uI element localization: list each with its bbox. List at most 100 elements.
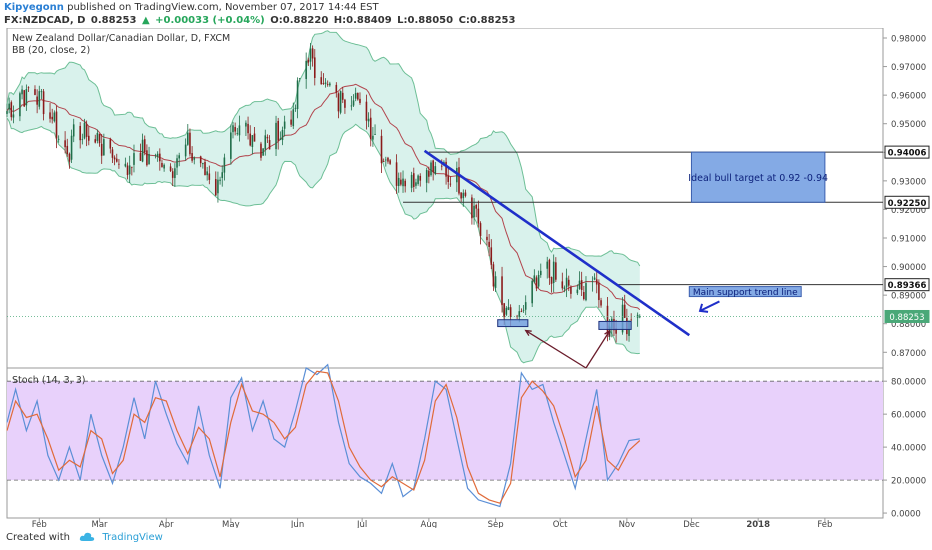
candle-body — [522, 309, 525, 311]
candle — [305, 52, 307, 89]
candle-body — [322, 83, 325, 84]
candle-body — [503, 303, 505, 317]
candle — [354, 87, 357, 102]
candle-body — [395, 162, 398, 186]
price-tick-label: 0.91000 — [891, 235, 926, 245]
candle — [294, 104, 297, 112]
candle-body — [223, 157, 226, 173]
candle-body — [357, 93, 359, 100]
candle-body — [113, 157, 116, 160]
time-tick-label: Sep — [488, 520, 504, 528]
candle-body — [232, 125, 234, 133]
candle-body — [10, 102, 13, 118]
candle — [372, 127, 374, 147]
candle — [66, 138, 69, 157]
candle-body — [72, 124, 75, 137]
candle — [109, 137, 112, 154]
double-bottom-box-2[interactable] — [598, 320, 632, 330]
candle-body — [208, 173, 211, 180]
candle — [428, 166, 430, 184]
candle-body — [174, 168, 176, 179]
candle-body — [561, 281, 564, 289]
bb-indicator-label: BB (20, close, 2) — [12, 45, 90, 56]
candle-body — [320, 77, 323, 85]
candle-body — [591, 281, 594, 283]
time-tick-label: Aug — [421, 520, 438, 528]
level-badge-094006: 0.94006 — [884, 145, 930, 159]
candle-body — [64, 140, 66, 148]
candle-body — [184, 144, 187, 157]
candle-body — [337, 93, 340, 112]
candle — [262, 148, 264, 156]
candle-body — [471, 197, 473, 219]
candle — [51, 108, 53, 124]
candle — [309, 43, 312, 70]
candle-body — [460, 192, 462, 199]
chart-area[interactable]: Ideal bull target at 0.92 -0.94 Main supp… — [0, 28, 932, 528]
candle — [202, 162, 204, 169]
candle — [178, 152, 180, 167]
trend-pointer-arrow — [699, 300, 720, 312]
candle-body — [501, 276, 503, 306]
pointer-arrowhead-1 — [524, 329, 532, 336]
candle-body — [70, 135, 73, 160]
candle-body — [8, 103, 10, 110]
candle-body — [380, 135, 383, 164]
candle — [417, 174, 419, 186]
bull-target-annotation[interactable]: Ideal bull target at 0.92 -0.94 — [688, 151, 828, 203]
candle-body — [447, 175, 450, 182]
candle — [266, 134, 269, 144]
candle-body — [260, 143, 262, 158]
support-label-text: Main support trend line — [693, 288, 798, 298]
candle-body — [546, 261, 549, 269]
candle-body — [217, 179, 219, 194]
candle — [163, 163, 165, 172]
candle-body — [311, 48, 314, 59]
candle — [19, 91, 21, 122]
candle — [236, 127, 239, 136]
candle-body — [143, 139, 146, 153]
main-support-trend-line[interactable] — [423, 149, 691, 337]
candle-body — [462, 192, 465, 199]
candle — [464, 189, 467, 198]
candle — [189, 128, 191, 157]
candle-body — [397, 177, 400, 187]
candle — [410, 171, 413, 193]
candle — [223, 153, 226, 181]
candle — [537, 270, 540, 289]
price-change: +0.00033 (+0.04%) — [155, 15, 265, 26]
candle — [324, 78, 327, 88]
candle — [191, 146, 193, 163]
candle — [555, 257, 557, 282]
close-value: C:0.88253 — [458, 15, 516, 26]
candle — [425, 167, 428, 193]
candle-body — [262, 148, 264, 156]
candle — [126, 162, 129, 180]
change-up-icon: ▲ — [141, 15, 150, 26]
candle-body — [191, 153, 193, 161]
candle — [199, 155, 202, 168]
stoch-k-line — [6, 363, 640, 508]
candle-body — [374, 134, 376, 135]
candle-body — [154, 154, 157, 156]
candle-body — [202, 162, 204, 165]
candle — [341, 86, 344, 104]
support-trendline-annotation[interactable]: Main support trend line — [688, 286, 802, 299]
price-tick-label: 0.95000 — [891, 120, 926, 130]
candle-body — [296, 80, 299, 110]
candle — [221, 165, 224, 187]
candle — [103, 133, 105, 156]
candle-body — [313, 57, 316, 78]
candle-body — [103, 139, 105, 156]
candle-body — [21, 89, 23, 95]
candle-body — [430, 162, 432, 176]
candle — [131, 166, 133, 176]
last-price: 0.88253 — [90, 15, 137, 26]
candle — [171, 168, 174, 187]
tradingview-brand[interactable]: TradingView — [102, 532, 163, 543]
author-name[interactable]: Kipyegonn — [4, 2, 64, 13]
candle-body — [66, 145, 69, 155]
candle — [322, 73, 325, 85]
time-tick-label: Apr — [159, 520, 174, 528]
double-bottom-box-1[interactable] — [497, 319, 529, 328]
